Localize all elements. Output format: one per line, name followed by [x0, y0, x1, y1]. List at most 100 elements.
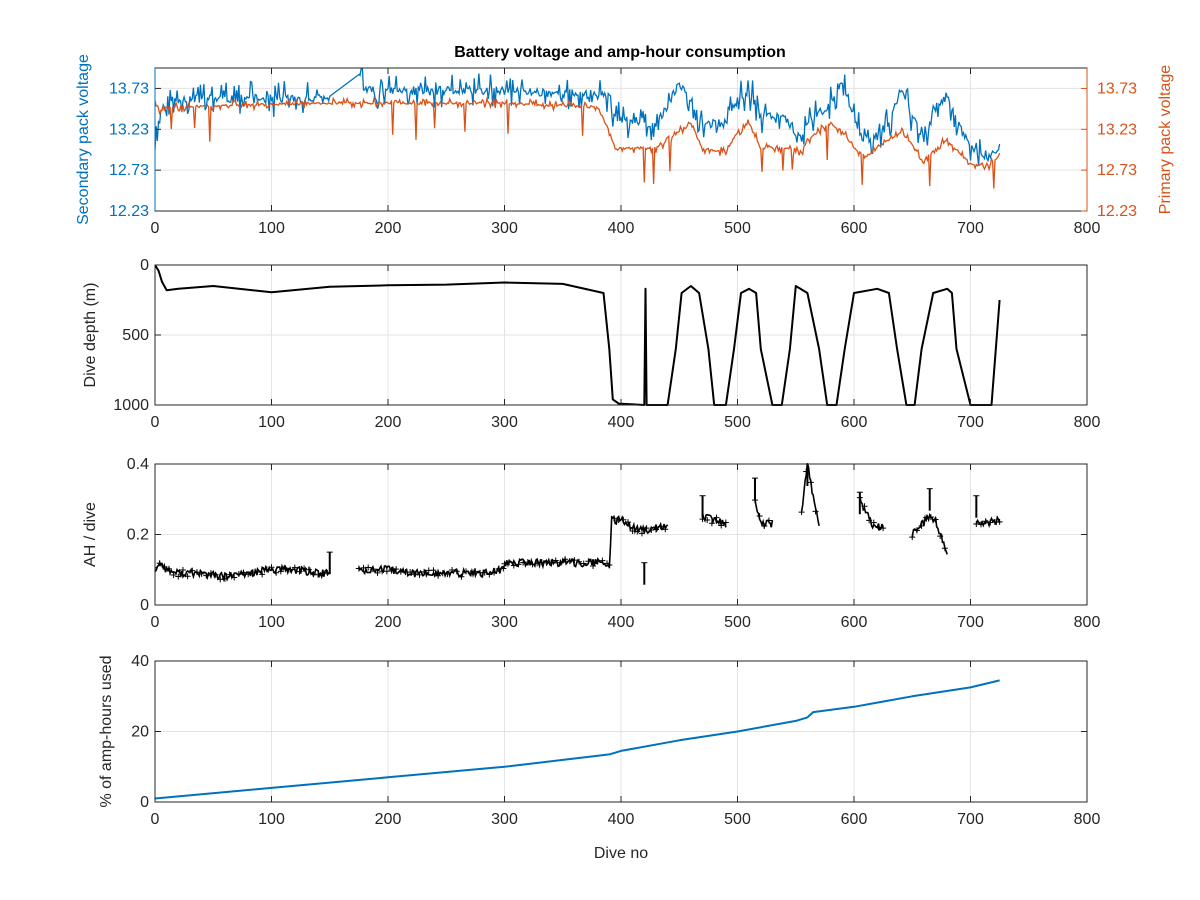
ah-point	[708, 520, 715, 527]
x-tick-label: 300	[491, 414, 518, 431]
ah-point	[277, 568, 284, 575]
x-tick-label: 500	[724, 811, 751, 828]
ah-point	[941, 545, 948, 552]
ah-point	[913, 527, 920, 534]
ah-point	[594, 558, 601, 565]
plot-area	[155, 67, 1001, 189]
x-tick-label: 300	[491, 614, 518, 631]
x-tick-label: 500	[724, 414, 751, 431]
ah-point	[245, 571, 252, 578]
ah-segment-6	[754, 499, 774, 529]
ah-point	[449, 566, 456, 573]
plot-area	[155, 679, 1000, 800]
ah-point	[652, 526, 659, 533]
ah-point	[472, 568, 479, 575]
ah-point	[866, 517, 873, 524]
ah-point	[510, 562, 517, 569]
x-tick-label: 400	[608, 414, 635, 431]
ah-point	[439, 570, 446, 577]
ah-point	[310, 571, 317, 578]
x-tick-label: 0	[151, 811, 160, 828]
ah-point	[263, 566, 270, 573]
ah-point	[557, 559, 564, 566]
ah-point	[599, 557, 606, 564]
subplot-1: 0 100 200 300 400 500 600 700 80012.2312.7313.23…	[75, 54, 1174, 237]
ah-point	[421, 568, 428, 575]
ah-point	[798, 509, 805, 516]
ah-point	[175, 573, 182, 580]
x-tick-label: 200	[375, 811, 402, 828]
ah-point	[305, 566, 312, 573]
y-right-tick-label: 12.23	[1097, 203, 1137, 220]
x-tick-label: 700	[957, 614, 984, 631]
y-right-tick-label: 13.73	[1097, 80, 1137, 97]
ah-point	[996, 518, 1003, 525]
y-tick-label: 20	[131, 724, 149, 741]
ah-point	[638, 530, 645, 537]
ah-point	[880, 525, 887, 532]
ah-point	[411, 571, 418, 578]
x-axis-label: Dive no	[594, 845, 648, 862]
ah-point	[506, 559, 513, 566]
ah-point	[268, 564, 275, 571]
ah-point	[467, 570, 474, 577]
ah-point	[562, 556, 569, 563]
ah-point	[861, 503, 868, 510]
ah-point	[156, 560, 163, 567]
x-tick-label: 400	[608, 614, 635, 631]
y-tick-label: 12.23	[109, 203, 149, 220]
ah-point	[486, 571, 493, 578]
ah-point	[529, 561, 536, 568]
x-tick-label: 600	[841, 614, 868, 631]
ah-point	[524, 559, 531, 566]
y-tick-label: 13.23	[109, 121, 149, 138]
ah-point	[756, 513, 763, 520]
ah-point	[481, 569, 488, 576]
x-tick-label: 200	[375, 220, 402, 237]
y-right-tick-label: 13.23	[1097, 121, 1137, 138]
ah-point	[713, 514, 720, 521]
ah-point	[620, 516, 627, 523]
x-tick-label: 700	[957, 414, 984, 431]
ah-point	[388, 567, 395, 574]
ah-point	[416, 571, 423, 578]
x-tick-label: 0	[151, 614, 160, 631]
ah-point	[189, 567, 196, 574]
x-tick-label: 600	[841, 414, 868, 431]
x-tick-label: 100	[258, 414, 285, 431]
ah-point	[538, 559, 545, 566]
ah-point	[606, 562, 613, 569]
x-tick-label: 600	[841, 811, 868, 828]
ah-point	[590, 563, 597, 570]
ah-point	[937, 533, 944, 540]
ah-point	[501, 560, 508, 567]
ah-point	[552, 557, 559, 564]
ah-point	[812, 508, 819, 515]
ah-point	[662, 526, 669, 533]
ah-point	[453, 568, 460, 575]
x-tick-label: 100	[258, 811, 285, 828]
subplot-3: 0 100 200 300 400 500 600 700 800 0 0.2 0.4 AH / div…	[82, 456, 1100, 631]
ah-point	[184, 573, 191, 580]
x-tick-label: 500	[724, 614, 751, 631]
ah-point	[909, 534, 916, 541]
y-tick-label: 13.73	[109, 80, 149, 97]
ah-point	[977, 521, 984, 528]
amp-hours-used-line	[155, 679, 1000, 800]
chart-title: Battery voltage and amp-hour consumption	[454, 44, 786, 61]
ah-point	[534, 560, 541, 567]
ah-point	[458, 573, 465, 580]
ah-point	[231, 574, 238, 581]
ah-point	[291, 564, 298, 571]
ah-point	[918, 522, 925, 529]
x-tick-label: 100	[258, 220, 285, 237]
ah-point	[576, 558, 583, 565]
ah-point	[212, 571, 219, 578]
ah-point	[875, 524, 882, 531]
ah-point	[927, 514, 934, 521]
y-axis-label: Secondary pack voltage	[75, 54, 92, 225]
ah-point	[722, 519, 729, 526]
y-axis-label: AH / dive	[82, 502, 99, 567]
